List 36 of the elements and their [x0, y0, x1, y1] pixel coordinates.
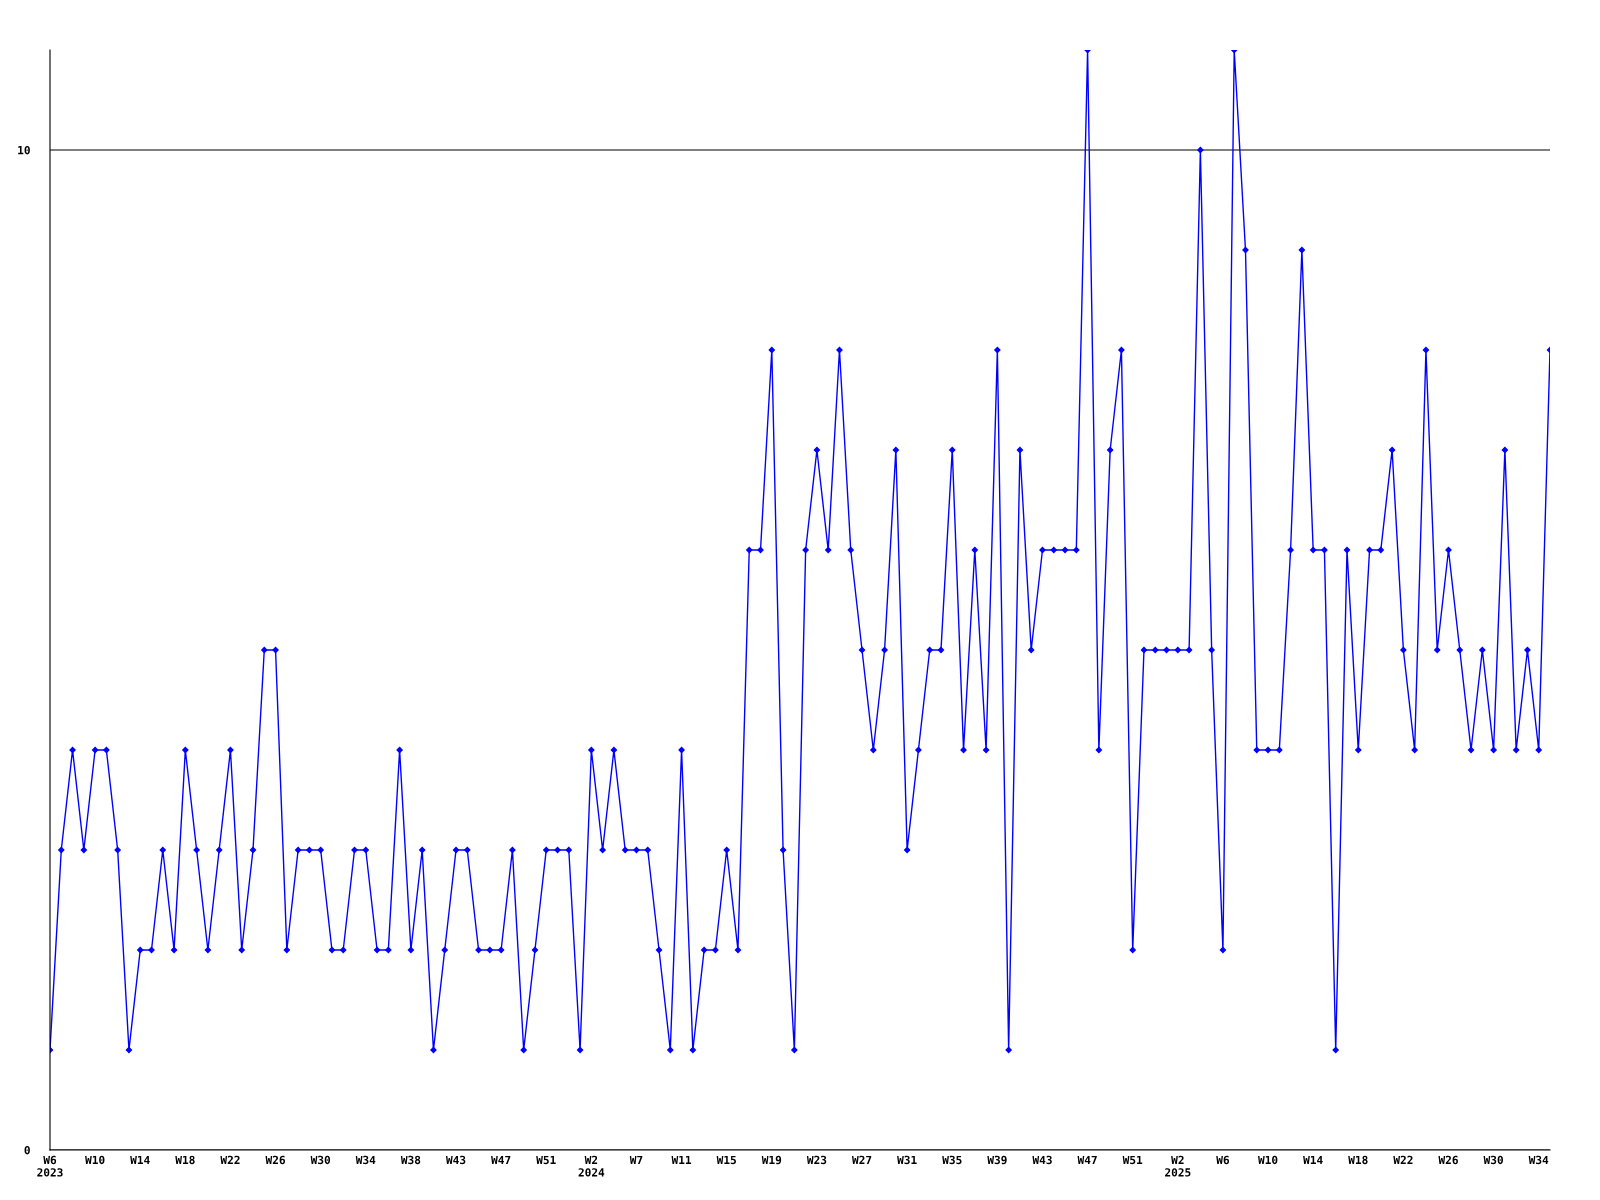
x-tick-label: W14 — [1303, 1155, 1323, 1164]
x-tick-label: W35 — [942, 1155, 962, 1165]
x-tick-label: W10 — [85, 1155, 105, 1165]
x-tick-label: W27 — [852, 1155, 872, 1164]
x-tick-label: W22 — [1393, 1155, 1413, 1164]
x-tick-label: W30 — [310, 1155, 331, 1165]
x-tick-label: W18 — [175, 1155, 195, 1165]
x-tick-label: W15 — [716, 1155, 736, 1165]
x-tick-label: W30 — [1483, 1155, 1503, 1165]
x-tick-label: W22 — [220, 1155, 240, 1164]
x-tick-label: W51 — [1122, 1155, 1143, 1165]
x-tick-label: W19 — [761, 1155, 782, 1165]
x-tick-label: W39 — [987, 1155, 1007, 1165]
y-tick-label: 0 — [24, 1145, 30, 1155]
x-tick-label: W6 — [1216, 1155, 1230, 1165]
x-tick-label: W18 — [1348, 1155, 1368, 1165]
x-tick-label: W38 — [400, 1155, 421, 1165]
x-tick-label: W2 2024 — [578, 1155, 605, 1177]
x-tick-label: W47 — [491, 1155, 511, 1164]
x-tick-label: W7 — [629, 1155, 643, 1164]
x-tick-label: W14 — [130, 1155, 150, 1164]
x-tick-label: W34 — [355, 1155, 376, 1165]
x-tick-label: W6 2023 — [37, 1155, 63, 1177]
x-tick-label: W23 — [806, 1155, 827, 1165]
x-tick-label: W47 — [1077, 1155, 1097, 1164]
x-tick-label: W26 — [265, 1155, 285, 1165]
x-tick-label: W11 — [671, 1155, 692, 1164]
x-tick-label: W34 — [1528, 1155, 1549, 1165]
x-tick-label: W43 — [1032, 1155, 1052, 1165]
x-tick-label: W26 — [1438, 1155, 1458, 1165]
y-tick-label: 10 — [18, 145, 30, 155]
x-tick-label: W2 2025 — [1165, 1155, 1191, 1177]
x-tick-label: W43 — [445, 1155, 466, 1165]
x-tick-label: W51 — [536, 1155, 556, 1165]
x-tick-label: W10 — [1258, 1155, 1278, 1165]
x-tick-label: W31 — [897, 1155, 917, 1165]
